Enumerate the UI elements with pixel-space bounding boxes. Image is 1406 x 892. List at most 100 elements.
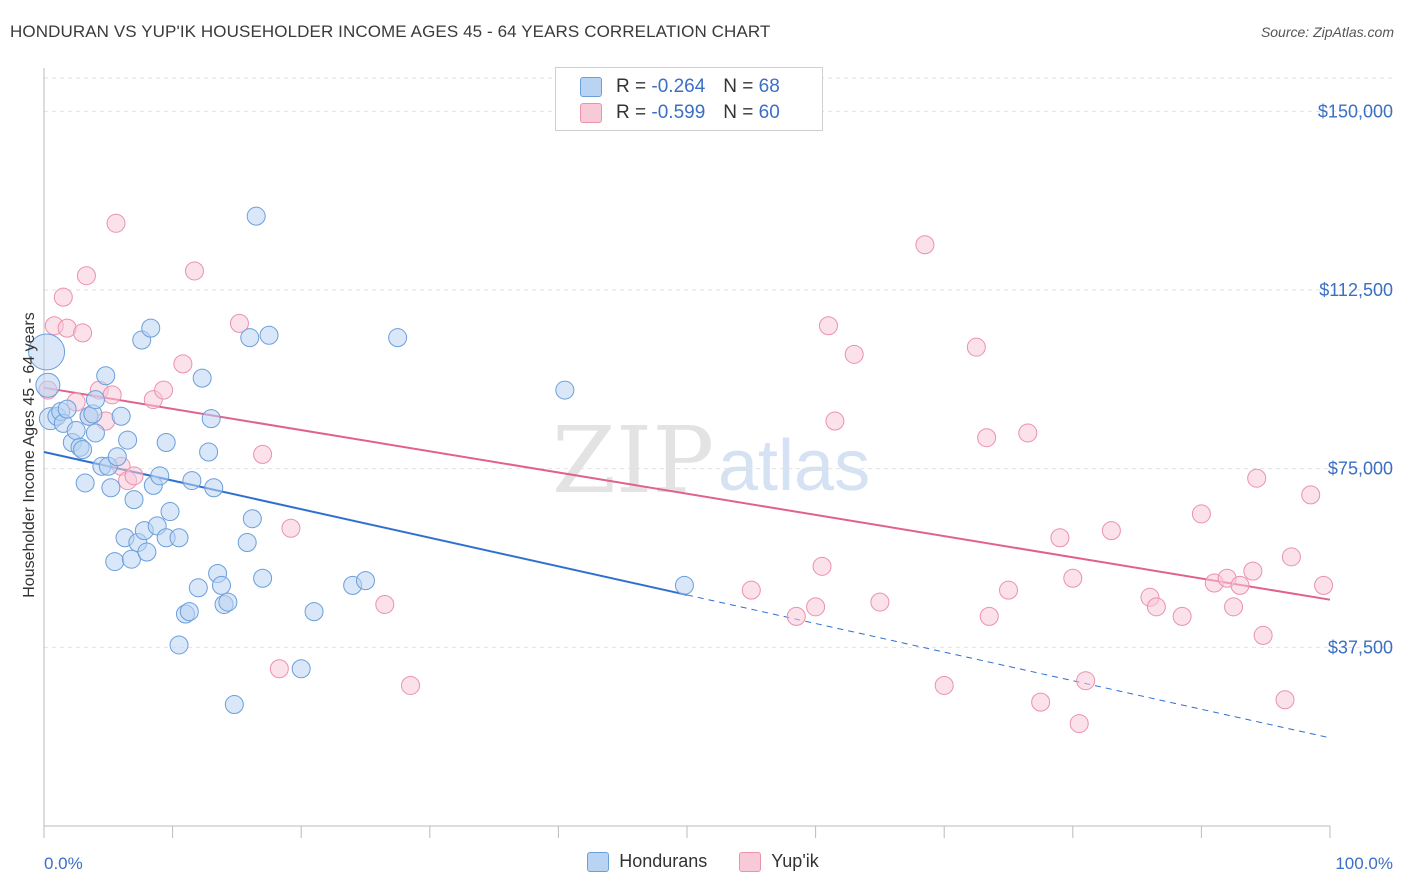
point-hondurans xyxy=(156,432,176,452)
point-hondurans xyxy=(188,578,208,598)
watermark-zip: ZIP xyxy=(552,407,714,514)
point-hondurans xyxy=(674,575,694,595)
point-hondurans xyxy=(169,635,189,655)
point-hondurans xyxy=(199,442,219,462)
point-yupik xyxy=(375,594,395,614)
point-yupik xyxy=(1314,575,1334,595)
point-yupik xyxy=(53,287,73,307)
point-yupik xyxy=(741,580,761,600)
point-hondurans xyxy=(218,592,238,612)
point-yupik xyxy=(106,213,126,233)
point-yupik xyxy=(1050,528,1070,548)
grid xyxy=(44,77,1393,648)
point-hondurans xyxy=(211,575,231,595)
point-hondurans xyxy=(259,325,279,345)
legend-label-hondurans: Hondurans xyxy=(619,851,708,871)
n-label: N = xyxy=(723,102,754,123)
y-tick-label: $112,500 xyxy=(1319,280,1393,300)
y-tick-label: $37,500 xyxy=(1328,637,1393,657)
point-yupik xyxy=(1076,671,1096,691)
point-hondurans xyxy=(85,390,105,410)
point-hondurans xyxy=(160,502,180,522)
point-yupik xyxy=(812,556,832,576)
point-hondurans xyxy=(141,318,161,338)
point-hondurans xyxy=(356,571,375,591)
point-yupik xyxy=(184,261,204,281)
point-yupik xyxy=(102,385,122,405)
point-hondurans xyxy=(179,602,199,622)
n-value-yupik: 60 xyxy=(758,102,780,123)
point-hondurans xyxy=(66,421,86,441)
point-hondurans xyxy=(555,380,575,400)
legend-row-yupik: R = -0.599 N = 60 xyxy=(580,101,780,125)
yupik-swatch xyxy=(580,103,602,123)
point-yupik xyxy=(786,606,806,626)
point-yupik xyxy=(401,675,421,695)
stats-legend: R = -0.264 N = 68 R = -0.599 N = 60 xyxy=(555,67,823,131)
legend-item-yupik[interactable]: Yup'ik xyxy=(739,851,819,872)
axes xyxy=(43,68,1331,838)
point-yupik xyxy=(1031,692,1051,712)
point-yupik xyxy=(1146,597,1166,617)
point-yupik xyxy=(999,580,1018,600)
point-yupik xyxy=(1018,423,1038,443)
point-hondurans xyxy=(182,471,202,491)
r-value-hondurans: -0.264 xyxy=(651,76,706,97)
point-yupik xyxy=(124,466,144,486)
point-hondurans xyxy=(118,430,138,450)
legend-label-yupik: Yup'ik xyxy=(771,851,819,871)
point-hondurans xyxy=(192,368,212,388)
point-hondurans xyxy=(201,409,221,429)
point-yupik xyxy=(1069,714,1089,734)
point-hondurans xyxy=(121,549,141,569)
point-hondurans xyxy=(57,399,77,419)
point-hondurans xyxy=(73,440,93,460)
data-points xyxy=(28,206,1334,734)
point-hondurans xyxy=(204,478,224,498)
yupik-swatch xyxy=(739,851,762,872)
hondurans-swatch xyxy=(580,77,602,97)
point-yupik xyxy=(1230,575,1250,595)
point-yupik xyxy=(76,266,96,286)
y-tick-label: $150,000 xyxy=(1318,101,1393,121)
legend-row-hondurans: R = -0.264 N = 68 xyxy=(580,75,780,99)
point-hondurans xyxy=(240,328,260,348)
x-tick-label-max: 100.0% xyxy=(1335,854,1393,873)
point-yupik xyxy=(154,380,174,400)
point-yupik xyxy=(1281,547,1301,567)
point-yupik xyxy=(1275,690,1295,710)
point-yupik xyxy=(934,675,954,695)
point-yupik xyxy=(844,344,864,364)
n-label: N = xyxy=(723,76,754,97)
point-yupik xyxy=(818,316,838,336)
point-yupik xyxy=(1172,606,1192,626)
point-hondurans xyxy=(101,478,121,498)
trendline-yupik xyxy=(43,386,1331,601)
y-tick-labels: $37,500 $75,000 $112,500 $150,000 xyxy=(1318,101,1393,657)
point-hondurans xyxy=(107,447,127,467)
hondurans-swatch xyxy=(587,851,610,872)
source-label: Source: ZipAtlas.com xyxy=(1260,24,1394,40)
point-yupik xyxy=(915,235,935,255)
point-hondurans xyxy=(169,528,189,548)
point-hondurans xyxy=(124,490,144,510)
legend-item-hondurans[interactable]: Hondurans xyxy=(587,851,707,872)
point-hondurans xyxy=(96,366,116,386)
r-value-yupik: -0.599 xyxy=(651,102,706,123)
point-yupik xyxy=(977,428,997,448)
point-hondurans xyxy=(242,509,262,529)
point-hondurans xyxy=(111,406,131,426)
point-yupik xyxy=(870,592,890,612)
point-yupik xyxy=(979,606,999,626)
point-hondurans xyxy=(237,533,257,553)
point-hondurans xyxy=(388,328,408,348)
point-hondurans xyxy=(75,473,95,493)
trendline-hondurans-extension xyxy=(686,594,1331,739)
watermark: ZIP atlas xyxy=(552,407,870,514)
x-tick-label-min: 0.0% xyxy=(44,854,83,873)
n-value-hondurans: 68 xyxy=(758,76,780,97)
point-yupik xyxy=(825,411,845,431)
point-yupik xyxy=(1191,504,1211,524)
series-legend: Hondurans Yup'ik xyxy=(0,851,1406,872)
point-yupik xyxy=(229,313,249,333)
